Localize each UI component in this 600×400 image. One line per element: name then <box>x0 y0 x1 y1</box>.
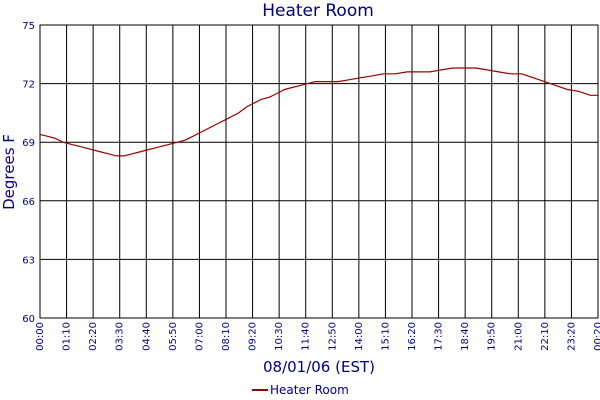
x-tick-label: 07:00 <box>194 322 205 351</box>
x-tick-label: 12:50 <box>327 322 338 351</box>
series-line-heater-room <box>39 67 598 157</box>
x-tick-label: 09:20 <box>248 322 259 351</box>
plot-area: 60 63 66 69 72 75 00:00 01:10 02:20 03:30 04:40 05:… <box>22 21 600 351</box>
chart-title: Heater Room <box>262 1 374 21</box>
legend: Heater Room <box>252 383 349 397</box>
y-tick-label: 60 <box>22 314 35 325</box>
y-tick-label: 66 <box>22 197 35 208</box>
x-axis-label: 08/01/06 (EST) <box>263 358 375 376</box>
x-tick-label: 08:10 <box>221 322 232 351</box>
x-tick-label: 16:20 <box>407 322 418 351</box>
y-tick-label: 75 <box>22 21 35 32</box>
x-tick-label: 03:30 <box>115 322 126 351</box>
plot-border <box>39 24 599 319</box>
x-tick-label: 15:10 <box>380 322 391 351</box>
x-tick-label: 01:10 <box>62 322 73 351</box>
x-tick-label: 11:40 <box>301 322 312 351</box>
y-axis-label: Degrees F <box>0 134 18 210</box>
x-tick-label: 18:40 <box>460 322 471 351</box>
x-tick-label: 19:50 <box>487 322 498 351</box>
y-tick-label: 63 <box>22 255 35 266</box>
y-tick-label: 69 <box>22 138 35 149</box>
x-tick-label: 02:20 <box>88 322 99 351</box>
x-tick-label: 04:40 <box>141 322 152 351</box>
x-tick-label: 14:00 <box>354 322 365 351</box>
y-tick-label: 72 <box>22 80 35 91</box>
x-tick-label: 23:20 <box>566 322 577 351</box>
x-tick-label: 10:30 <box>274 322 285 351</box>
x-tick-label: 05:50 <box>168 322 179 351</box>
legend-label: Heater Room <box>270 383 349 397</box>
x-tick-label: 21:00 <box>513 322 524 351</box>
x-tick-label: 00:00 <box>35 322 46 351</box>
x-tick-label: 00:20 <box>593 322 600 351</box>
x-tick-label: 17:30 <box>434 322 445 351</box>
x-tick-label: 22:10 <box>540 322 551 351</box>
